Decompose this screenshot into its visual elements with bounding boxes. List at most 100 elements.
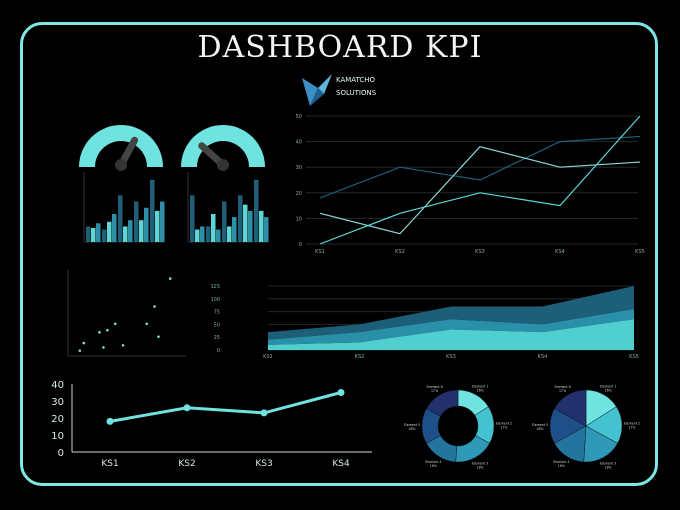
area-series bbox=[268, 286, 634, 340]
slice-label: Element 3 bbox=[472, 462, 488, 466]
bar bbox=[118, 195, 123, 242]
bar bbox=[232, 217, 237, 242]
bar bbox=[238, 195, 243, 242]
scatter-point bbox=[157, 335, 160, 338]
scatter-point bbox=[113, 322, 117, 326]
pie-slice bbox=[583, 425, 618, 463]
y-tick-label: 0 bbox=[217, 348, 220, 354]
y-tick-label: 40 bbox=[296, 140, 302, 146]
x-tick-label: KS1 bbox=[101, 459, 118, 469]
slice-percent: 16% bbox=[605, 388, 612, 392]
y-tick-label: 75 bbox=[214, 310, 220, 316]
bar bbox=[227, 226, 232, 242]
bar bbox=[107, 221, 112, 242]
bar bbox=[190, 195, 195, 242]
y-tick-label: 50 bbox=[214, 322, 220, 328]
bar bbox=[222, 201, 227, 242]
line-chart-top: 0 10 20 30 40 50 KS1 KS2 KS3 KS4 KS5 bbox=[296, 114, 645, 255]
slice-label: Element 1 bbox=[600, 384, 616, 388]
line-point bbox=[260, 409, 268, 417]
line-chart-bottom: 0 10 20 30 40 KS1 KS2 KS3 KS4 bbox=[51, 380, 372, 469]
gauge-right bbox=[181, 125, 265, 171]
area-chart: 0 25 50 75 100 125 KS1 KS2 KS3 KS4 KS5 bbox=[210, 284, 639, 360]
line-point bbox=[106, 417, 114, 425]
bar bbox=[206, 226, 211, 242]
y-tick-label: 10 bbox=[296, 216, 302, 222]
pie-slice bbox=[426, 389, 459, 417]
x-tick-label: KS2 bbox=[355, 354, 365, 360]
scatter-point bbox=[82, 341, 86, 345]
slice-percent: 17% bbox=[431, 389, 438, 393]
gauge-arc bbox=[79, 125, 163, 167]
x-tick-label: KS5 bbox=[635, 249, 645, 255]
x-tick-label: KS3 bbox=[475, 249, 485, 255]
bar bbox=[155, 210, 160, 242]
gauge-arc bbox=[181, 125, 265, 167]
scatter-point bbox=[78, 349, 82, 352]
x-tick-label: KS4 bbox=[538, 354, 548, 360]
bar bbox=[259, 210, 264, 242]
series-line bbox=[319, 146, 641, 235]
bar bbox=[139, 220, 144, 242]
bar-chart-right bbox=[187, 172, 269, 243]
slice-label: Element 6 bbox=[554, 385, 570, 389]
scatter-point bbox=[121, 343, 125, 347]
donut-chart: Element 116%Element 217%Element 318%Elem… bbox=[404, 384, 512, 469]
x-tick-label: KS4 bbox=[555, 249, 565, 255]
bar bbox=[160, 201, 165, 242]
bar bbox=[91, 228, 96, 242]
slice-label: Element 3 bbox=[600, 462, 616, 466]
bar bbox=[102, 229, 107, 242]
slice-label: Element 2 bbox=[496, 422, 512, 426]
slice-percent: 16% bbox=[558, 464, 565, 468]
pie-chart: Element 116%Element 217%Element 318%Elem… bbox=[532, 384, 640, 469]
dashboard-frame bbox=[20, 22, 658, 486]
bar bbox=[211, 214, 216, 242]
bar bbox=[134, 201, 139, 242]
y-tick-label: 125 bbox=[210, 284, 220, 290]
bar bbox=[112, 214, 117, 242]
series-line bbox=[319, 135, 641, 199]
bar bbox=[264, 217, 269, 242]
slice-percent: 16% bbox=[408, 427, 415, 431]
y-tick-label: 0 bbox=[299, 242, 302, 248]
scatter-point bbox=[102, 346, 105, 349]
slice-label: Element 1 bbox=[472, 384, 488, 388]
y-tick-label: 50 bbox=[296, 114, 302, 120]
bar bbox=[195, 229, 200, 242]
slice-percent: 16% bbox=[477, 388, 484, 392]
x-tick-label: KS3 bbox=[446, 354, 456, 360]
slice-label: Element 2 bbox=[624, 422, 640, 426]
bar bbox=[216, 229, 221, 242]
area-series bbox=[268, 309, 634, 345]
x-tick-label: KS2 bbox=[395, 249, 405, 255]
x-tick-label: KS1 bbox=[315, 249, 325, 255]
y-tick-label: 40 bbox=[51, 380, 64, 391]
slice-percent: 16% bbox=[430, 464, 437, 468]
gauge-hub bbox=[217, 159, 229, 171]
slice-label: Element 5 bbox=[404, 423, 420, 427]
bar bbox=[86, 226, 91, 242]
gauge-left bbox=[79, 125, 163, 171]
scatter-point bbox=[168, 277, 172, 280]
gauge-hub bbox=[115, 159, 127, 171]
y-tick-label: 0 bbox=[58, 448, 64, 459]
y-tick-label: 100 bbox=[210, 297, 220, 303]
bar bbox=[254, 179, 259, 242]
brand-name: KAMATCHO SOLUTIONS bbox=[336, 74, 376, 100]
slice-label: Element 4 bbox=[425, 460, 441, 464]
bar bbox=[144, 207, 149, 242]
brand-line1: KAMATCHO bbox=[336, 76, 376, 84]
x-tick-label: KS5 bbox=[629, 354, 639, 360]
series-line bbox=[319, 115, 641, 245]
scatter-point bbox=[153, 305, 156, 308]
scatter-chart bbox=[67, 270, 186, 357]
bar bbox=[248, 210, 253, 242]
y-tick-label: 30 bbox=[51, 397, 64, 408]
slice-label: Element 6 bbox=[426, 385, 442, 389]
bar bbox=[150, 179, 155, 242]
bar bbox=[128, 220, 133, 242]
slice-percent: 16% bbox=[536, 427, 543, 431]
scatter-point bbox=[106, 328, 109, 332]
pie-slice bbox=[554, 389, 587, 427]
